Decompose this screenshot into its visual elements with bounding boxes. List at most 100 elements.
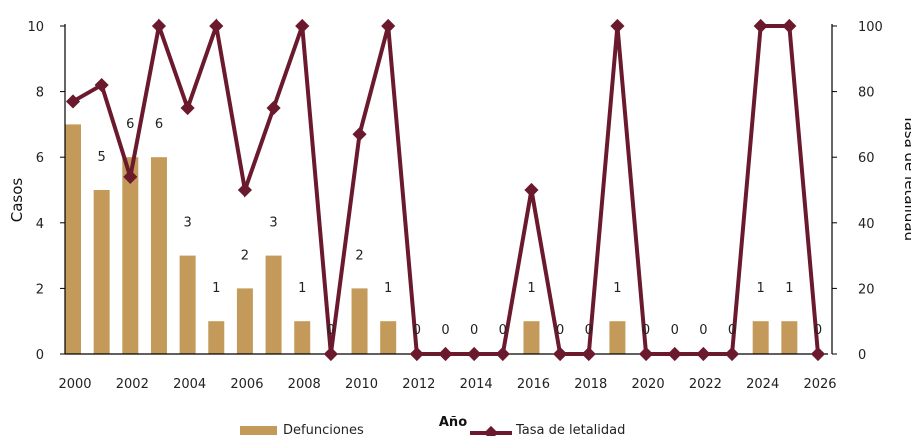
data-label: 0 [728,323,736,338]
y2-tick-label: 60 [858,151,875,166]
line-marker [352,127,367,142]
data-label: 0 [413,323,421,338]
x-tick-label: 2016 [517,377,550,392]
x-tick-label: 2006 [230,377,263,392]
bar [179,255,196,354]
bar [265,255,282,354]
bar-series-defunciones [65,124,798,355]
data-label: 3 [183,216,191,231]
data-label: 0 [327,323,335,338]
x-tick-label: 2004 [173,377,206,392]
x-tick-label: 2022 [689,377,722,392]
x-tick-label: 2002 [116,377,149,392]
line-marker [295,18,310,34]
line-marker [810,346,826,362]
line-marker [467,346,482,362]
bar [752,321,769,354]
bar [781,321,798,354]
y2-axis-title: Tasa de letalidad [901,114,911,241]
data-label: 0 [556,323,564,338]
line-marker [696,346,711,362]
data-label: 6 [126,117,134,132]
y-tick-label: 4 [36,217,44,232]
line-marker [438,346,453,362]
bar [122,157,139,354]
data-label: 0 [441,323,449,338]
x-tick-label: 2024 [746,377,779,392]
data-label: 2 [241,248,249,263]
line-marker [237,182,252,198]
bar [523,321,540,354]
legend: Defunciones Tasa de letalidad [240,423,625,436]
x-tick-label: 2026 [803,377,836,392]
y2-tick-label: 20 [858,282,875,297]
data-label: 0 [642,323,650,338]
y-tick-label: 0 [36,348,44,363]
line-marker [180,100,195,116]
line-marker [381,18,396,34]
bar [609,321,626,354]
line-marker [553,346,568,362]
line-marker [151,18,167,34]
line-series-tasa-de-letalidad [65,18,826,362]
legend-swatch-defunciones [240,426,277,435]
bar [294,321,311,354]
data-label: 1 [613,281,621,296]
data-label: 0 [699,323,707,338]
data-label: 2 [355,248,363,263]
data-label: 1 [384,281,392,296]
legend-label-tasa: Tasa de letalidad [515,423,625,436]
bar [351,288,368,354]
x-tick-label: 2012 [402,377,435,392]
data-label: 0 [671,323,679,338]
legend-marker-tasa [483,425,499,436]
data-label: 5 [98,150,106,165]
bar [208,321,225,354]
data-label: 3 [269,216,277,231]
data-label: 0 [470,323,478,338]
data-label: 1 [298,281,306,296]
bar [93,190,110,354]
line-marker [323,346,338,362]
line-marker [724,346,740,362]
y2-tick-label: 40 [858,217,875,232]
bar [380,321,397,354]
data-label: 6 [155,117,163,132]
line-marker [753,18,768,34]
data-label: 0 [499,323,507,338]
line-marker [266,100,281,116]
data-label: 0 [585,323,593,338]
x-tick-label: 2010 [345,377,378,392]
data-labels: 5 6 6 3 1 2 3 1 0 2 1 0 0 0 0 1 0 0 1 0 0 0 0 1 1 0 [98,117,823,338]
x-tick-label: 2014 [460,377,493,392]
data-label: 1 [785,281,793,296]
data-label: 0 [814,323,822,338]
y2-tick-label: 0 [858,348,866,363]
y2-tick-label: 80 [858,86,875,101]
y-tick-label: 10 [27,20,44,35]
y2-tick-label: 100 [858,20,883,35]
bar [65,124,81,355]
bar [150,157,167,354]
y-tick-label: 8 [36,86,44,101]
y-tick-label: 2 [36,282,44,297]
data-label: 1 [212,281,220,296]
data-label: 1 [757,281,765,296]
line-marker [581,346,596,362]
x-tick-label: 2000 [58,377,91,392]
line-marker [610,18,625,34]
line-marker [524,182,539,198]
y-axis-title: Casos [8,178,26,223]
line-marker [667,346,682,362]
line-marker [209,18,224,34]
legend-label-defunciones: Defunciones [283,423,364,436]
y-tick-label: 6 [36,151,44,166]
line-marker [409,346,424,362]
line-marker [782,18,797,34]
line-marker [639,346,654,362]
data-label: 1 [527,281,535,296]
x-tick-label: 2018 [574,377,607,392]
bar [236,288,253,354]
